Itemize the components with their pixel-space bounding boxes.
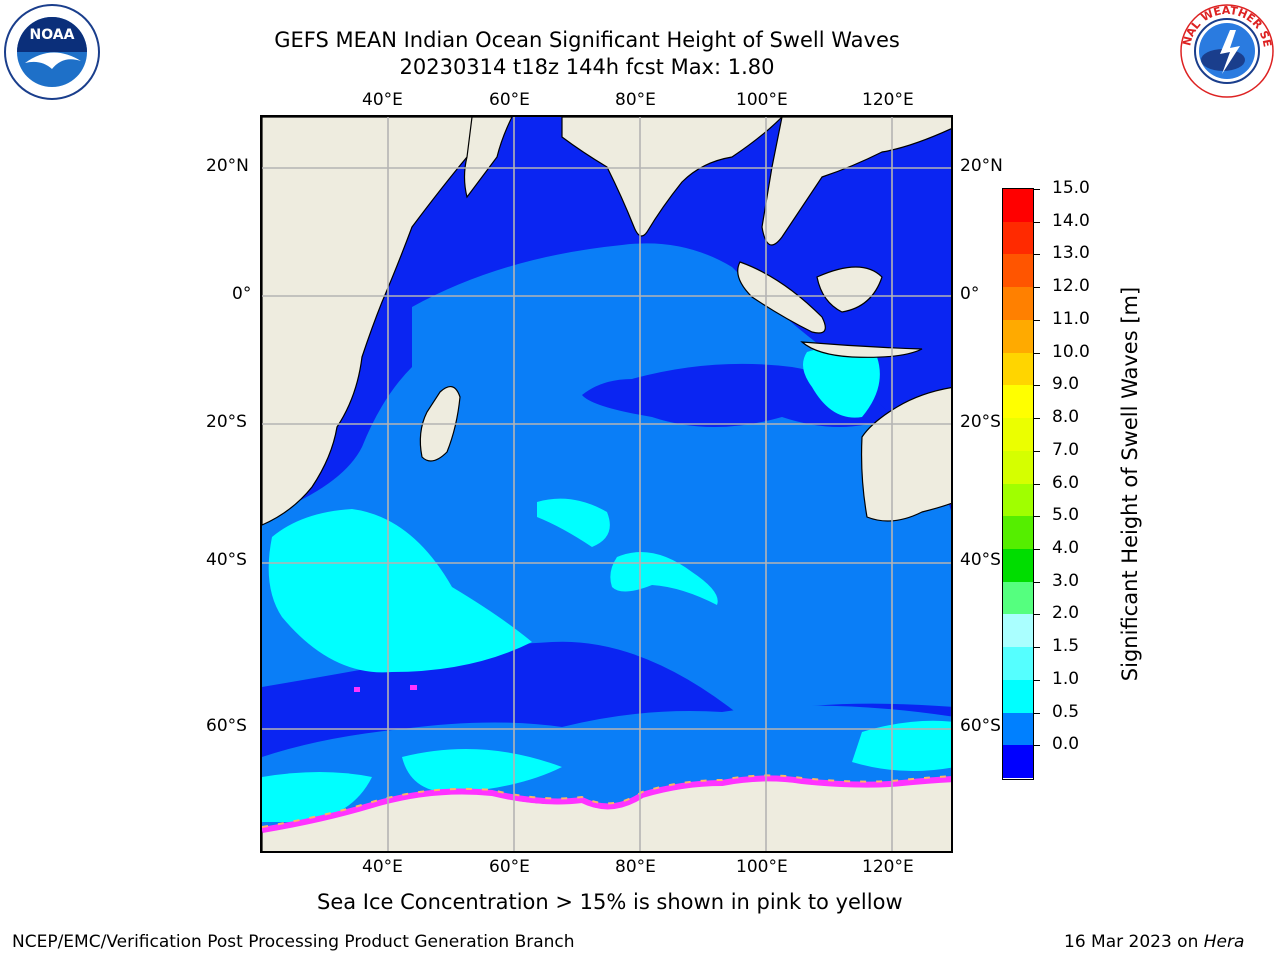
colorbar-segment xyxy=(1003,418,1033,452)
colorbar-tick-label: 14.0 xyxy=(1052,210,1090,231)
colorbar-segment xyxy=(1003,352,1033,386)
colorbar-segment xyxy=(1003,287,1033,321)
colorbar-segment xyxy=(1003,254,1033,288)
footer-system: Hera xyxy=(1203,932,1245,952)
bottom-lon-label-80e: 80°E xyxy=(615,857,656,877)
colorbar-segment xyxy=(1003,679,1033,714)
right-lat-label-60s: 60°S xyxy=(960,716,1001,736)
colorbar-segment xyxy=(1003,450,1033,484)
colorbar-tick-label: 0.0 xyxy=(1052,734,1080,755)
colorbar-tick-label: 15.0 xyxy=(1052,178,1090,198)
colorbar-segment xyxy=(1003,581,1033,615)
colorbar-tick xyxy=(1034,516,1040,518)
graticule xyxy=(262,117,951,851)
colorbar-tick xyxy=(1034,548,1040,550)
colorbar-tick-label: 10.0 xyxy=(1052,341,1090,362)
right-lat-label-20s: 20°S xyxy=(960,412,1001,432)
colorbar-title: Significant Height of Swell Waves [m] xyxy=(1118,286,1142,682)
colorbar-tick-label: 12.0 xyxy=(1052,276,1090,297)
colorbar-tick xyxy=(1034,287,1040,289)
colorbar-tick-label: 7.0 xyxy=(1052,439,1080,460)
colorbar-tick-label: 9.0 xyxy=(1052,374,1080,395)
colorbar-tick-label: 1.0 xyxy=(1052,668,1080,689)
colorbar-tick-label: 0.5 xyxy=(1052,701,1080,722)
colorbar-tick-label: 13.0 xyxy=(1052,243,1090,264)
colorbar-tick xyxy=(1034,221,1040,223)
colorbar-tick-label: 2.0 xyxy=(1052,603,1080,624)
left-lat-label-20s: 20°S xyxy=(206,412,247,432)
right-lat-label-20n: 20°N xyxy=(960,156,1003,176)
colorbar-tick-label: 3.0 xyxy=(1052,570,1080,591)
nws-logo: NATIONAL WEATHER SERVICE xyxy=(1173,0,1276,100)
colorbar-tick xyxy=(1034,647,1040,649)
colorbar-tick xyxy=(1034,483,1040,485)
sea-ice-caption: Sea Ice Concentration > 15% is shown in … xyxy=(317,890,903,914)
australia-land xyxy=(860,387,951,522)
colorbar-segment xyxy=(1003,319,1033,354)
colorbar-tick xyxy=(1034,450,1040,452)
colorbar-tick xyxy=(1034,319,1040,321)
left-lat-label-40s: 40°S xyxy=(206,550,247,570)
footer-branch: NCEP/EMC/Verification Post Processing Pr… xyxy=(12,932,575,952)
svg-text:NOAA: NOAA xyxy=(30,27,75,43)
colorbar-segment xyxy=(1003,385,1033,419)
colorbar-segment xyxy=(1003,647,1033,681)
sea-ice-fringe xyxy=(262,775,951,833)
swell-1-1.5-region xyxy=(268,509,532,673)
colorbar-segment xyxy=(1003,745,1033,779)
colorbar-tick xyxy=(1034,254,1040,256)
colorbar-segment xyxy=(1003,548,1033,583)
left-lat-label-20n: 20°N xyxy=(206,156,249,176)
arabia-land xyxy=(463,117,513,199)
colorbar-tick-label: 11.0 xyxy=(1052,308,1090,329)
colorbar-tick xyxy=(1034,745,1040,747)
noaa-logo: NOAA xyxy=(3,3,101,101)
colorbar-segment xyxy=(1003,712,1033,746)
right-lat-label-0: 0° xyxy=(960,284,980,304)
top-lon-label-60e: 60°E xyxy=(489,90,530,110)
footer-date-text: 16 Mar 2023 on xyxy=(1064,932,1204,952)
colorbar-tick xyxy=(1034,189,1040,190)
colorbar-segment xyxy=(1003,221,1033,255)
chart-subtitle: 20230314 t18z 144h fcst Max: 1.80 xyxy=(399,55,775,79)
top-lon-label-120e: 120°E xyxy=(862,90,914,110)
colorbar-segment xyxy=(1003,516,1033,550)
bottom-lon-label-40e: 40°E xyxy=(362,857,403,877)
colorbar-tick-label: 5.0 xyxy=(1052,505,1080,526)
top-lon-label-40e: 40°E xyxy=(362,90,403,110)
footer-date: 16 Mar 2023 on Hera xyxy=(1064,932,1244,952)
colorbar-tick xyxy=(1034,385,1040,387)
left-lat-label-60s: 60°S xyxy=(206,716,247,736)
africa-land xyxy=(262,117,475,526)
colorbar-segment xyxy=(1003,189,1033,223)
india-land xyxy=(561,117,783,237)
colorbar-tick xyxy=(1034,712,1040,714)
bottom-lon-label-60e: 60°E xyxy=(489,857,530,877)
colorbar-tick-label: 8.0 xyxy=(1052,407,1080,428)
colorbar-tick-label: 4.0 xyxy=(1052,537,1080,558)
colorbar xyxy=(1002,188,1034,780)
southeast-asia-land xyxy=(761,117,951,246)
top-lon-label-80e: 80°E xyxy=(615,90,656,110)
colorbar-tick-label: 6.0 xyxy=(1052,472,1080,493)
top-lon-label-100e: 100°E xyxy=(736,90,788,110)
colorbar-tick xyxy=(1034,352,1040,354)
left-lat-label-0: 0° xyxy=(232,284,252,304)
swell-height-map xyxy=(260,115,953,853)
colorbar-segment xyxy=(1003,483,1033,517)
colorbar-tick xyxy=(1034,581,1040,583)
colorbar-tick-label: 1.5 xyxy=(1052,636,1080,657)
colorbar-tick xyxy=(1034,679,1040,681)
right-lat-label-40s: 40°S xyxy=(960,550,1001,570)
colorbar-tick xyxy=(1034,418,1040,420)
chart-title: GEFS MEAN Indian Ocean Significant Heigh… xyxy=(274,28,900,52)
colorbar-tick xyxy=(1034,614,1040,616)
bottom-lon-label-120e: 120°E xyxy=(862,857,914,877)
colorbar-segment xyxy=(1003,614,1033,648)
bottom-lon-label-100e: 100°E xyxy=(736,857,788,877)
